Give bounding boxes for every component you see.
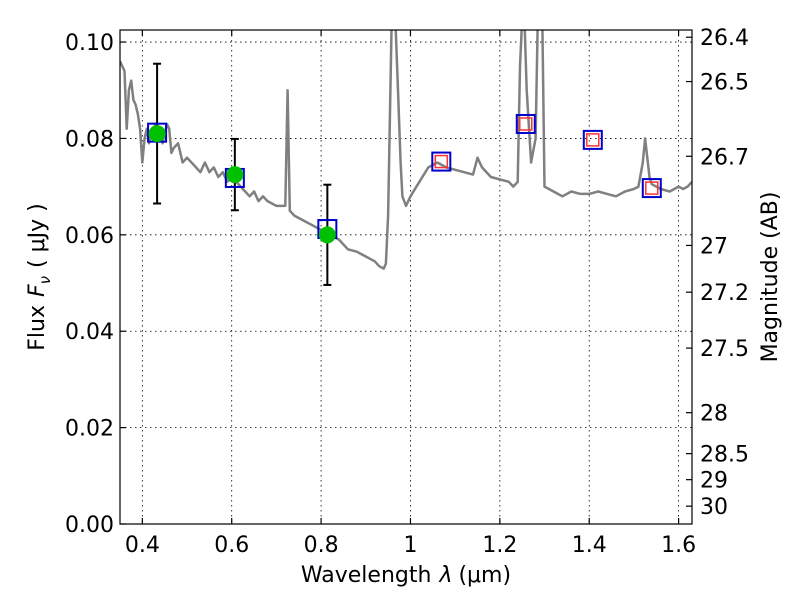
- model-point: [641, 178, 662, 199]
- x-tick-label: 1.6: [661, 533, 696, 558]
- right-tick-label: 30: [700, 495, 728, 520]
- model-point: [582, 129, 603, 150]
- model-point: [515, 113, 536, 134]
- band-point-inner: [434, 154, 449, 169]
- y-tick-label: 0.04: [65, 320, 114, 345]
- right-tick-label: 26.7: [700, 145, 749, 170]
- model-point: [431, 151, 452, 172]
- x-tick-label: 0.8: [304, 533, 339, 558]
- band-point-inner: [519, 117, 533, 131]
- y-tick-label: 0.10: [65, 31, 114, 56]
- y-tick-label: 0.00: [65, 513, 114, 538]
- data-point: [226, 166, 244, 184]
- right-tick-label: 28: [700, 402, 728, 427]
- plot-data: [120, 30, 692, 286]
- data-point: [148, 125, 166, 143]
- right-tick-label: 27.2: [700, 281, 749, 306]
- y-tick-label: 0.06: [65, 224, 114, 249]
- x-tick-label: 0.6: [214, 533, 249, 558]
- plot-frame: [119, 29, 693, 525]
- x-tick-label: 1: [403, 533, 417, 558]
- right-tick-label: 27: [700, 234, 728, 259]
- right-axis-label: Magnitude (AB): [758, 192, 783, 363]
- band-point-inner: [645, 181, 659, 195]
- y-axis-label: FluxFν( μJy ): [25, 203, 54, 350]
- band-point-inner: [586, 133, 600, 147]
- x-tick-label: 1.2: [482, 533, 517, 558]
- right-tick-label: 26.5: [700, 71, 749, 96]
- y-tick-label: 0.02: [65, 417, 114, 442]
- x-axis-label: Wavelength λ (μm): [301, 563, 511, 588]
- right-tick-label: 29: [700, 469, 728, 494]
- data-point: [318, 226, 336, 244]
- ticks: 0.4 0.6 0.8 1 1.2 1.4 1.6 0.00 0.02 0.04 0.06 0.08 0…: [65, 26, 749, 558]
- x-tick-label: 1.4: [572, 533, 607, 558]
- x-tick-label: 0.4: [125, 533, 160, 558]
- right-tick-label: 27.5: [700, 337, 749, 362]
- right-tick-label: 26.4: [700, 26, 749, 51]
- right-tick-label: 28.5: [700, 443, 749, 468]
- y-tick-label: 0.08: [65, 127, 114, 152]
